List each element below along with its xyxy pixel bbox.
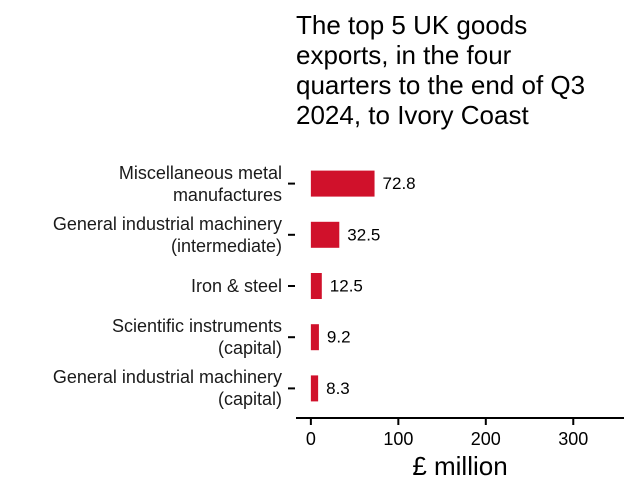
x-tick-label: 200 xyxy=(471,429,501,449)
bar xyxy=(310,170,375,197)
x-tick-label: 0 xyxy=(306,429,316,449)
x-tick-label: 300 xyxy=(558,429,588,449)
x-axis-title: £ million xyxy=(412,451,507,480)
y-tick-label: Iron & steel xyxy=(190,276,282,296)
bar xyxy=(310,375,319,402)
bar xyxy=(310,221,340,248)
value-label: 9.2 xyxy=(327,328,351,347)
value-label: 12.5 xyxy=(330,276,363,295)
y-tick-label: Scientific instruments (capital) xyxy=(111,316,282,359)
value-label: 32.5 xyxy=(347,225,380,244)
y-tick-label: General industrial machinery (capital) xyxy=(52,367,282,410)
chart-title: The top 5 UK goods exports, in the four … xyxy=(296,10,586,130)
y-tick-label: General industrial machinery (intermedia… xyxy=(52,213,282,256)
x-tick-label: 100 xyxy=(383,429,413,449)
value-label: 8.3 xyxy=(326,379,350,398)
bar xyxy=(310,273,322,299)
bar xyxy=(310,324,319,351)
y-tick-label: Miscellaneous metal manufactures xyxy=(118,162,282,205)
value-label: 72.8 xyxy=(383,174,416,193)
